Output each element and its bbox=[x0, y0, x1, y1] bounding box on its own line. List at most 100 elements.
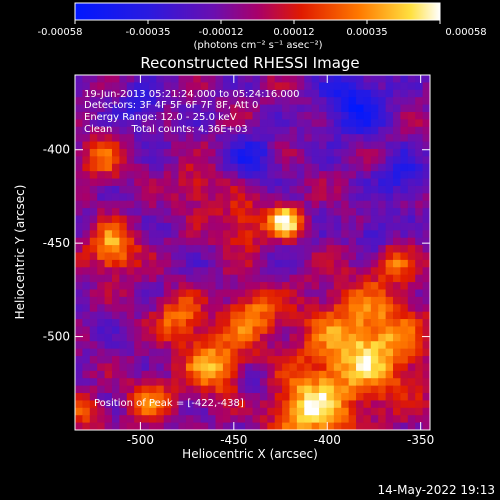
heatmap-cell bbox=[111, 252, 120, 261]
heatmap-cell bbox=[415, 356, 424, 365]
heatmap-cell bbox=[230, 215, 239, 224]
heatmap-cell bbox=[163, 407, 172, 416]
heatmap-cell bbox=[274, 326, 283, 335]
heatmap-cell bbox=[296, 407, 305, 416]
heatmap-cell bbox=[282, 75, 291, 83]
heatmap-cell bbox=[119, 237, 128, 246]
heatmap-cell bbox=[245, 252, 254, 261]
heatmap-cell bbox=[333, 171, 342, 180]
heatmap-cell bbox=[82, 208, 91, 217]
heatmap-cell bbox=[237, 407, 246, 416]
heatmap-cell bbox=[326, 289, 335, 298]
heatmap-cell bbox=[75, 415, 83, 424]
heatmap-cell bbox=[341, 237, 350, 246]
heatmap-cell bbox=[348, 274, 357, 283]
heatmap-cell bbox=[193, 104, 202, 113]
heatmap-cell bbox=[363, 230, 372, 239]
heatmap-cell bbox=[378, 230, 387, 239]
heatmap-cell bbox=[134, 274, 143, 283]
heatmap-cell bbox=[148, 363, 157, 372]
heatmap-cell bbox=[252, 348, 261, 357]
heatmap-cell bbox=[193, 200, 202, 209]
heatmap-cell bbox=[370, 245, 379, 254]
heatmap-cell bbox=[311, 208, 320, 217]
heatmap-cell bbox=[363, 75, 372, 83]
heatmap-cell bbox=[89, 259, 98, 268]
heatmap-cell bbox=[97, 156, 106, 165]
heatmap-cell bbox=[385, 415, 394, 424]
heatmap-cell bbox=[163, 163, 172, 172]
heatmap-cell bbox=[289, 148, 298, 157]
heatmap-cell bbox=[119, 97, 128, 106]
heatmap-cell bbox=[400, 370, 409, 379]
heatmap-cell bbox=[104, 222, 113, 231]
heatmap-cell bbox=[75, 356, 83, 365]
heatmap-cell bbox=[185, 193, 194, 202]
heatmap-cell bbox=[171, 356, 180, 365]
heatmap-cell bbox=[171, 259, 180, 268]
heatmap-cell bbox=[363, 378, 372, 387]
heatmap-cell bbox=[208, 259, 217, 268]
heatmap-cell bbox=[75, 289, 83, 298]
heatmap-cell bbox=[319, 333, 328, 342]
heatmap-cell bbox=[245, 75, 254, 83]
heatmap-cell bbox=[200, 252, 209, 261]
heatmap-cell bbox=[245, 363, 254, 372]
heatmap-cell bbox=[230, 326, 239, 335]
heatmap-cell bbox=[363, 178, 372, 187]
heatmap-cell bbox=[363, 259, 372, 268]
heatmap-cell bbox=[289, 185, 298, 194]
heatmap-cell bbox=[119, 82, 128, 91]
heatmap-cell bbox=[134, 378, 143, 387]
heatmap-cell bbox=[400, 222, 409, 231]
heatmap-cell bbox=[185, 82, 194, 91]
heatmap-cell bbox=[126, 378, 135, 387]
heatmap-cell bbox=[274, 163, 283, 172]
heatmap-cell bbox=[333, 356, 342, 365]
heatmap-cell bbox=[274, 185, 283, 194]
heatmap-cell bbox=[274, 348, 283, 357]
heatmap-cell bbox=[237, 370, 246, 379]
heatmap-cell bbox=[148, 134, 157, 143]
heatmap-cell bbox=[171, 385, 180, 394]
heatmap-cell bbox=[111, 370, 120, 379]
heatmap-cell bbox=[385, 407, 394, 416]
heatmap-cell bbox=[208, 304, 217, 313]
heatmap-cell bbox=[415, 370, 424, 379]
heatmap-cell bbox=[185, 400, 194, 409]
heatmap-cell bbox=[75, 230, 83, 239]
heatmap-cell bbox=[348, 333, 357, 342]
heatmap-cell bbox=[237, 97, 246, 106]
heatmap-cell bbox=[341, 282, 350, 291]
heatmap-cell bbox=[407, 348, 416, 357]
heatmap-cell bbox=[385, 422, 394, 430]
heatmap-cell bbox=[208, 141, 217, 150]
heatmap-cell bbox=[237, 282, 246, 291]
heatmap-cell bbox=[193, 148, 202, 157]
heatmap-cell bbox=[407, 171, 416, 180]
heatmap-cell bbox=[193, 156, 202, 165]
heatmap-cell bbox=[363, 400, 372, 409]
heatmap-cell bbox=[141, 208, 150, 217]
heatmap-cell bbox=[304, 126, 313, 135]
heatmap-cell bbox=[259, 134, 268, 143]
heatmap-cell bbox=[222, 356, 231, 365]
heatmap-cell bbox=[215, 274, 224, 283]
heatmap-cell bbox=[119, 289, 128, 298]
heatmap-cell bbox=[400, 393, 409, 402]
heatmap-cell bbox=[370, 119, 379, 128]
heatmap-cell bbox=[415, 111, 424, 120]
heatmap-cell bbox=[282, 148, 291, 157]
heatmap-cell bbox=[348, 111, 357, 120]
heatmap-cell bbox=[282, 245, 291, 254]
heatmap-cell bbox=[230, 237, 239, 246]
heatmap-cell bbox=[259, 341, 268, 350]
heatmap-cell bbox=[348, 104, 357, 113]
heatmap-cell bbox=[333, 393, 342, 402]
heatmap-cell bbox=[119, 134, 128, 143]
heatmap-cell bbox=[230, 141, 239, 150]
heatmap-cell bbox=[193, 378, 202, 387]
heatmap-cell bbox=[126, 415, 135, 424]
heatmap-cell bbox=[282, 385, 291, 394]
heatmap-cell bbox=[356, 319, 365, 328]
